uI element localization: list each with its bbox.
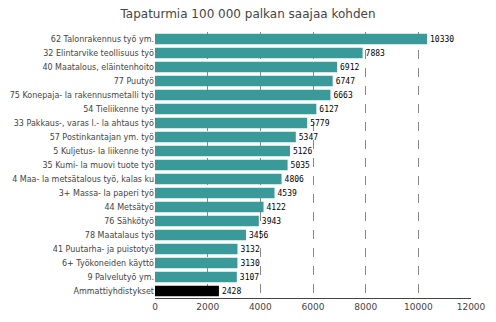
svg-text:6912: 6912 [340, 63, 359, 72]
svg-text:4539: 4539 [278, 189, 297, 198]
svg-text:3130: 3130 [240, 259, 259, 268]
svg-text:0: 0 [152, 302, 158, 312]
svg-text:40 Maatalous, eläintenhoito: 40 Maatalous, eläintenhoito [42, 63, 154, 72]
svg-text:41 Puutarha- ja puistotyö: 41 Puutarha- ja puistotyö [53, 245, 154, 254]
svg-text:3943: 3943 [262, 217, 281, 226]
svg-text:4000: 4000 [249, 302, 272, 312]
svg-text:44 Metsätyö: 44 Metsätyö [104, 203, 154, 212]
svg-text:35 Kumi- la muovi tuote työ: 35 Kumi- la muovi tuote työ [43, 161, 155, 170]
svg-text:Tapaturmia 100 000 palkan saaj: Tapaturmia 100 000 palkan saajaa kohden [119, 7, 375, 21]
svg-text:4 Maa- la metsätalous työ, kal: 4 Maa- la metsätalous työ, kalas ku [12, 175, 154, 184]
svg-text:62 Talonrakennus työ ym.: 62 Talonrakennus työ ym. [51, 35, 154, 44]
svg-text:4122: 4122 [267, 203, 286, 212]
svg-text:5779: 5779 [310, 119, 329, 128]
svg-text:6663: 6663 [333, 91, 352, 100]
svg-text:5347: 5347 [299, 133, 318, 142]
svg-text:3107: 3107 [240, 273, 259, 282]
svg-text:5126: 5126 [293, 147, 312, 156]
svg-text:3132: 3132 [240, 245, 259, 254]
svg-text:8000: 8000 [354, 302, 377, 312]
svg-text:6127: 6127 [319, 105, 338, 114]
svg-text:54 Tieliikenne työ: 54 Tieliikenne työ [83, 105, 154, 114]
svg-text:77 Puutyö: 77 Puutyö [114, 77, 154, 86]
svg-text:76 Sähkötyö: 76 Sähkötyö [104, 217, 154, 226]
svg-text:Ammattiyhdistykset: Ammattiyhdistykset [74, 287, 154, 296]
svg-text:3+ Massa- la paperi työ: 3+ Massa- la paperi työ [59, 189, 154, 198]
svg-text:75 Konepaja- la rakennusmetall: 75 Konepaja- la rakennusmetalli työ [10, 91, 154, 100]
svg-text:5 Kuljetus- la liikenne työ: 5 Kuljetus- la liikenne työ [53, 147, 154, 156]
svg-text:4806: 4806 [285, 175, 304, 184]
svg-text:57 Postinkantajan ym. työ: 57 Postinkantajan ym. työ [50, 133, 154, 142]
svg-text:2428: 2428 [222, 287, 241, 296]
svg-text:7883: 7883 [366, 49, 385, 58]
svg-text:6747: 6747 [336, 77, 355, 86]
svg-text:2000: 2000 [196, 302, 219, 312]
svg-text:78 Maatalaus työ: 78 Maatalaus työ [85, 231, 154, 240]
svg-text:6+ Työkoneiden käyttö: 6+ Työkoneiden käyttö [62, 259, 154, 268]
svg-text:9 Palvelutyö ym.: 9 Palvelutyö ym. [87, 273, 154, 282]
svg-text:10330: 10330 [430, 35, 454, 44]
svg-text:3456: 3456 [249, 231, 268, 240]
svg-text:12000: 12000 [457, 302, 486, 312]
svg-text:33 Pakkaus-, varas l.- la ahta: 33 Pakkaus-, varas l.- la ahtaus työ [14, 119, 154, 128]
svg-text:6000: 6000 [302, 302, 325, 312]
svg-text:5035: 5035 [291, 161, 310, 170]
svg-text:32 Elintarvike teollisuus työ: 32 Elintarvike teollisuus työ [43, 49, 154, 58]
svg-text:10000: 10000 [404, 302, 433, 312]
